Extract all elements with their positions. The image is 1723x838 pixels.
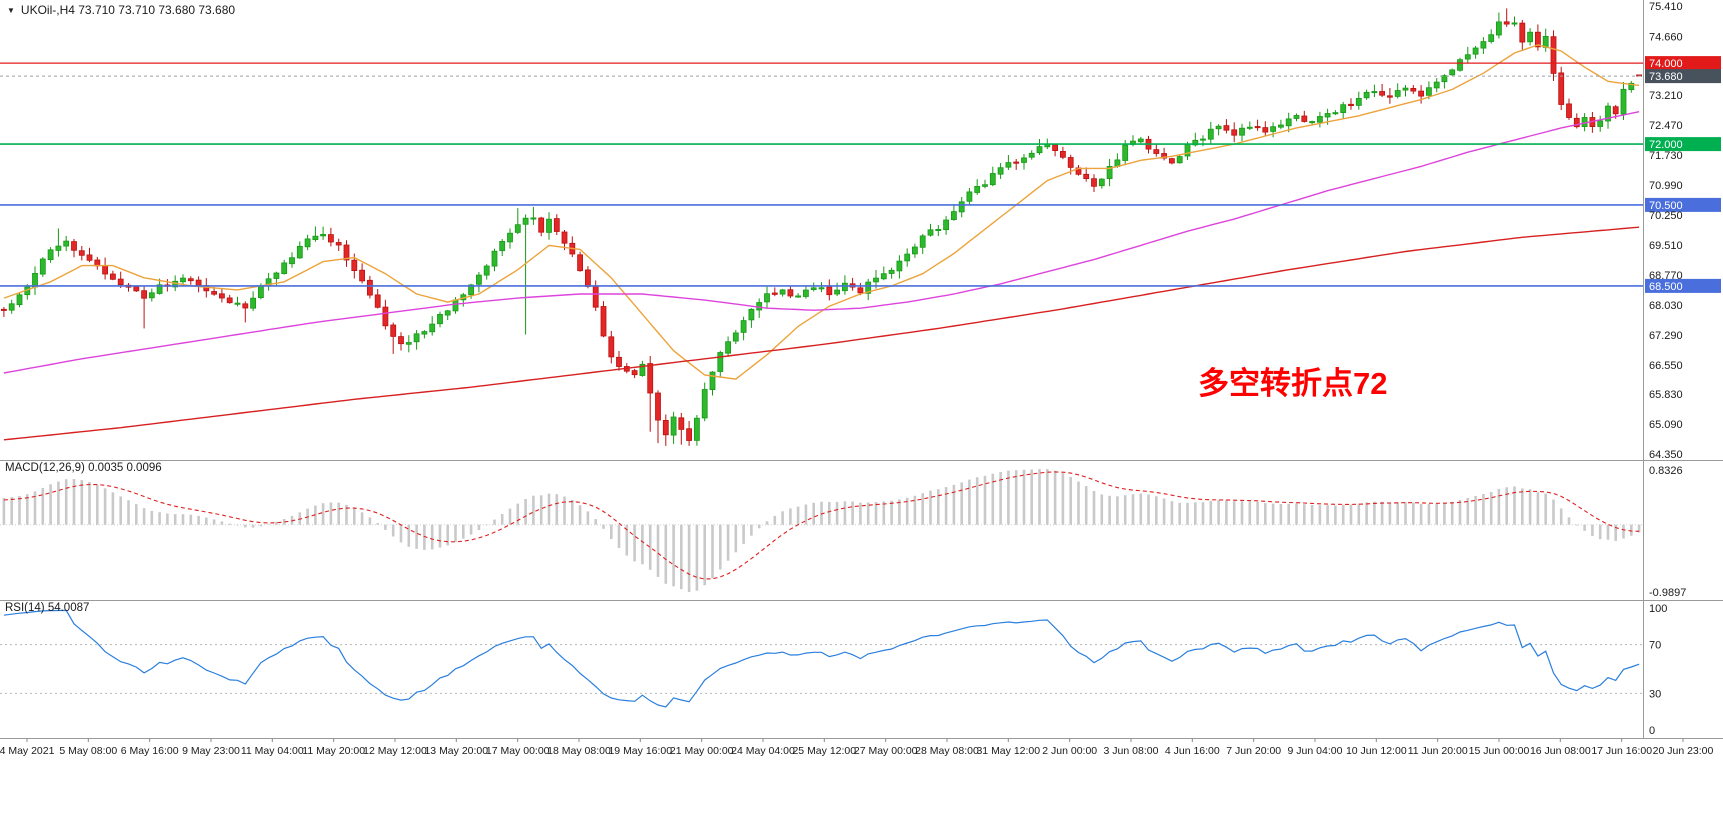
time-axis-label: 2 Jun 00:00 (1042, 745, 1097, 757)
time-axis-label: 13 May 20:00 (424, 745, 488, 757)
macd-label-text: MACD(12,26,9) 0.0035 0.0096 (5, 462, 162, 474)
rsi-indicator-label: RSI(14) 54.0087 (5, 602, 89, 614)
price-axis-label: 65.090 (1649, 419, 1683, 431)
price-axis-label: 70.250 (1649, 210, 1683, 222)
price-badge-68.500 (1645, 278, 1721, 293)
price-axis-label: 64.350 (1649, 449, 1683, 461)
price-badge-70.500 (1645, 197, 1721, 212)
price-badge-label: 72.000 (1649, 139, 1683, 151)
time-axis-label: 11 May 04:00 (241, 745, 304, 757)
price-axis-label: 71.730 (1649, 150, 1683, 162)
time-axis-label: 11 May 20:00 (302, 745, 365, 757)
rsi-line (3, 609, 1640, 708)
time-axis-label: 4 May 2021 (0, 745, 55, 757)
time-axis-label: 24 May 04:00 (731, 745, 795, 757)
ma-line-medium (3, 111, 1640, 374)
panel-frame (0, 0, 1723, 739)
rsi-axis-label: 30 (1649, 688, 1661, 700)
price-axis-label: 73.210 (1649, 90, 1683, 102)
ma-line-fast (3, 44, 1640, 380)
time-axis-label: 9 May 23:00 (182, 745, 240, 757)
time-axis: 4 May 2021 5 May 08:00 6 May 16:00 9 May 23… (0, 738, 1714, 757)
time-axis-label: 6 May 16:00 (121, 745, 179, 757)
price-badge-73.680 (1645, 69, 1721, 84)
macd-indicator-label: MACD(12,26,9) 0.0035 0.0096 (5, 462, 162, 474)
time-axis-label: 16 Jun 08:00 (1530, 745, 1591, 757)
time-axis-label: 21 May 00:00 (670, 745, 734, 757)
time-axis-label: 17 Jun 16:00 (1591, 745, 1652, 757)
macd-panel: 0.8326 -0.9897 (0, 465, 1686, 599)
price-axis-label: 66.550 (1649, 360, 1683, 372)
ma-line-slow (3, 226, 1640, 441)
rsi-axis-label: 100 (1649, 603, 1667, 615)
price-badge-label: 74.000 (1649, 58, 1683, 70)
chart-title-bar: ▼ UKOil-,H4 73.710 73.710 73.680 73.680 (7, 3, 235, 17)
price-axis-label: 68.030 (1649, 300, 1683, 312)
time-axis-label: 5 May 08:00 (59, 745, 117, 757)
time-axis-label: 28 May 08:00 (915, 745, 979, 757)
price-axis-label: 67.290 (1649, 330, 1683, 342)
time-axis-label: 18 May 08:00 (547, 745, 611, 757)
price-badge-label: 70.500 (1649, 200, 1683, 212)
time-axis-label: 4 Jun 16:00 (1165, 745, 1220, 757)
time-axis-label: 7 Jun 20:00 (1226, 745, 1281, 757)
rsi-label-text: RSI(14) 54.0087 (5, 602, 90, 614)
price-axis-label: 72.470 (1649, 120, 1683, 132)
chart-annotation: 多空转折点72 (1198, 366, 1388, 401)
time-axis-label: 19 May 16:00 (608, 745, 672, 757)
candlestick-series (0, 8, 1642, 446)
price-badge-label: 73.680 (1649, 71, 1683, 83)
chart-menu-arrow-icon[interactable]: ▼ (7, 5, 15, 15)
time-axis-label: 12 May 12:00 (363, 745, 427, 757)
rsi-axis-label: 70 (1649, 640, 1661, 652)
price-badge-label: 68.500 (1649, 281, 1683, 293)
price-badge-74.000 (1645, 56, 1721, 71)
time-axis-label: 3 Jun 08:00 (1104, 745, 1159, 757)
price-axis-label: 65.830 (1649, 389, 1683, 401)
price-axis-label: 75.410 (1649, 1, 1683, 13)
horizontal-level-lines (0, 62, 1643, 287)
macd-signal-line (3, 471, 1640, 580)
macd-axis-min: -0.9897 (1649, 587, 1686, 599)
price-badge-72.000 (1645, 137, 1721, 152)
price-axis-label: 70.990 (1649, 180, 1683, 192)
rsi-panel: 100 70 30 0 (0, 603, 1667, 737)
moving-average-lines (3, 44, 1640, 441)
chart-title: UKOil-,H4 73.710 73.710 73.680 73.680 (20, 3, 236, 17)
time-axis-label: 9 Jun 04:00 (1288, 745, 1343, 757)
macd-histogram (2, 469, 1641, 592)
macd-axis-max: 0.8326 (1649, 465, 1683, 477)
time-axis-label: 11 Jun 20:00 (1408, 745, 1468, 757)
time-axis-label: 10 Jun 12:00 (1346, 745, 1407, 757)
time-axis-label: 27 May 00:00 (854, 745, 918, 757)
time-axis-label: 17 May 00:00 (486, 745, 550, 757)
time-axis-label: 25 May 12:00 (792, 745, 856, 757)
rsi-axis-label: 0 (1649, 725, 1655, 737)
time-axis-label: 15 Jun 00:00 (1469, 745, 1530, 757)
time-axis-label: 20 Jun 23:00 (1653, 745, 1714, 757)
price-axis-label: 69.510 (1649, 240, 1683, 252)
price-axis-label: 74.660 (1649, 31, 1683, 43)
time-axis-label: 31 May 12:00 (976, 745, 1040, 757)
